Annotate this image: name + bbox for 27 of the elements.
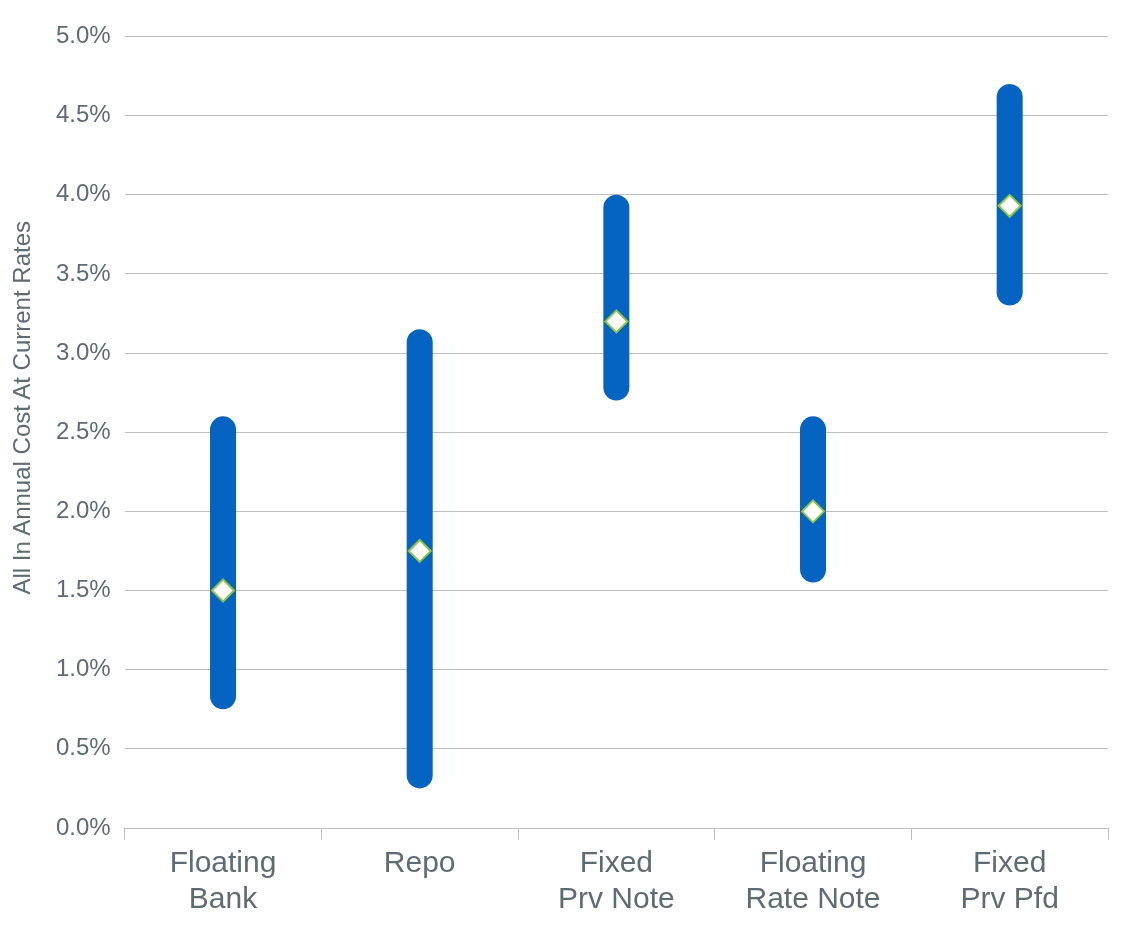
x-tick-label: Floating Rate Note bbox=[745, 845, 881, 915]
y-tick-label: 5.0% bbox=[56, 21, 111, 49]
x-tick-label: Fixed Prv Pfd bbox=[960, 845, 1059, 915]
point bbox=[211, 578, 236, 603]
y-tick-label: 3.5% bbox=[56, 258, 111, 286]
y-axis-title: All In Annual Cost At Current Rates bbox=[8, 221, 36, 595]
y-tick-label: 2.5% bbox=[56, 416, 111, 444]
bar bbox=[800, 416, 827, 583]
x-tick-label: Repo bbox=[383, 845, 456, 879]
y-tick-label: 1.0% bbox=[56, 654, 111, 682]
y-tick-label: 1.5% bbox=[56, 575, 111, 603]
y-tick-label: 2.0% bbox=[56, 495, 111, 523]
point bbox=[407, 538, 432, 563]
bar bbox=[210, 416, 237, 710]
point bbox=[604, 309, 629, 334]
point bbox=[801, 499, 826, 524]
y-tick-label: 4.0% bbox=[56, 179, 111, 207]
y-tick-label: 0.0% bbox=[56, 812, 111, 840]
y-tick-label: 0.5% bbox=[56, 733, 111, 761]
y-tick-label: 3.0% bbox=[56, 337, 111, 365]
x-tick-label: Floating Bank bbox=[169, 845, 277, 915]
x-tick-label: Fixed Prv Note bbox=[557, 845, 675, 915]
point bbox=[997, 193, 1022, 218]
bar bbox=[406, 329, 433, 789]
bar bbox=[996, 83, 1023, 306]
bar bbox=[603, 194, 630, 401]
y-tick-label: 4.5% bbox=[56, 100, 111, 128]
